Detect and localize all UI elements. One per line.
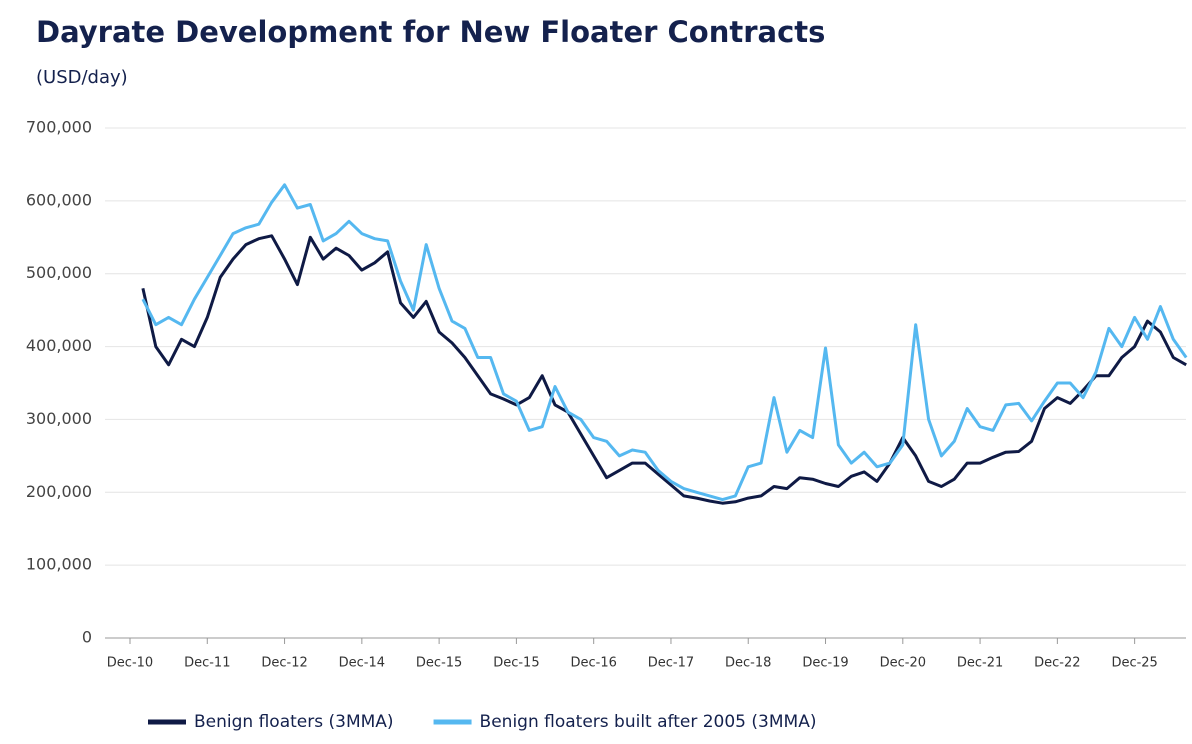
chart-subtitle: (USD/day) — [36, 67, 128, 88]
x-tick-label: Dec-20 — [880, 656, 926, 671]
x-tick-label: Dec-19 — [802, 656, 848, 671]
y-tick-label: 500,000 — [26, 263, 92, 282]
x-tick-label: Dec-11 — [184, 656, 230, 671]
y-tick-label: 700,000 — [26, 118, 92, 137]
y-tick-label: 300,000 — [26, 409, 92, 428]
x-tick-label: Dec-10 — [107, 656, 153, 671]
series-line — [141, 183, 1188, 502]
x-tick-label: Dec-15 — [493, 656, 539, 671]
legend-label: Benign floaters (3MMA) — [194, 712, 394, 732]
x-tick-label: Dec-12 — [261, 656, 307, 671]
y-tick-label: 400,000 — [26, 336, 92, 355]
x-tick-label: Dec-21 — [957, 656, 1003, 671]
x-tick-label: Dec-25 — [1111, 656, 1157, 671]
y-tick-label: 100,000 — [26, 555, 92, 574]
y-tick-label: 600,000 — [26, 190, 92, 209]
y-tick-label: 0 — [82, 628, 92, 647]
x-tick-label: Dec-18 — [725, 656, 771, 671]
x-tick-label: Dec-14 — [339, 656, 385, 671]
x-tick-label: Dec-16 — [570, 656, 616, 671]
series-line — [141, 234, 1187, 505]
x-tick-label: Dec-22 — [1034, 656, 1080, 671]
chart-title: Dayrate Development for New Floater Cont… — [36, 15, 825, 49]
x-tick-label: Dec-17 — [648, 656, 694, 671]
y-tick-label: 200,000 — [26, 482, 92, 501]
legend-label: Benign floaters built after 2005 (3MMA) — [480, 712, 817, 732]
x-tick-label: Dec-15 — [416, 656, 462, 671]
